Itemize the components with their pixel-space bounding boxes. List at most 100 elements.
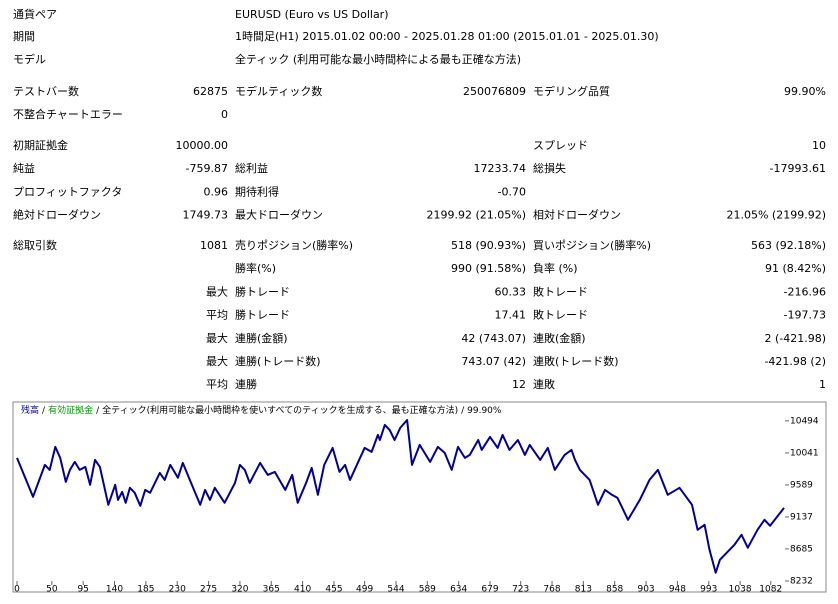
x-tick-label: 365 <box>263 585 280 595</box>
stat-label: 買いポジション(勝率%) <box>533 238 651 252</box>
stat-label: 売りポジション(勝率%) <box>235 238 353 252</box>
stat-value: -216.96 <box>784 285 826 298</box>
x-tick-label: 768 <box>543 585 560 595</box>
stat-label: 勝率(%) <box>235 261 276 275</box>
stat-label: 初期証拠金 <box>13 138 68 152</box>
stat-value: 平均 <box>206 309 228 322</box>
x-tick-label: 1082 <box>759 585 782 595</box>
stat-label: モデリング品質 <box>533 84 610 98</box>
field-label: 通貨ペア <box>13 7 57 21</box>
legend-separator: / <box>96 406 100 416</box>
stat-label: 総取引数 <box>13 238 57 252</box>
stat-value: 2199.92 (21.05%) <box>426 209 526 222</box>
x-tick-label: 410 <box>294 585 311 595</box>
stat-value: 250076809 <box>463 85 526 98</box>
x-tick-label: 230 <box>169 585 186 595</box>
y-tick-label: 8685 <box>790 544 813 554</box>
stat-value: 最大 <box>206 284 228 298</box>
stat-value: 42 (743.07) <box>461 332 526 345</box>
x-tick-label: 140 <box>106 585 123 595</box>
stat-value: 17.41 <box>495 309 527 322</box>
stat-value: -0.70 <box>498 185 526 198</box>
stat-label: 連敗 <box>533 377 555 391</box>
y-tick-label: 9137 <box>790 512 813 522</box>
x-tick-label: 95 <box>77 585 88 595</box>
stat-value: 12 <box>512 378 526 391</box>
stat-label: 連勝(金額) <box>235 331 288 345</box>
stat-label: 連勝 <box>235 377 257 391</box>
stat-label: 相対ドローダウン <box>533 208 621 222</box>
x-tick-label: 544 <box>387 585 404 595</box>
field-value: EURUSD (Euro vs US Dollar) <box>235 8 389 21</box>
stat-value: 21.05% (2199.92) <box>726 209 826 222</box>
chart-legend: 残高 / 有効証拠金 / 全ティック(利用可能な最小時間枠を使いすべてのティックを生成す… <box>21 404 502 416</box>
x-tick-label: 679 <box>481 585 498 595</box>
stat-label: 最大ドローダウン <box>235 208 323 222</box>
stat-label: 敗トレード <box>533 284 588 298</box>
stat-label: プロフィットファクタ <box>13 185 122 198</box>
stat-value: 10 <box>812 139 826 152</box>
stat-value: 563 (92.18%) <box>751 239 826 252</box>
stat-label: 連勝(トレード数) <box>235 354 321 368</box>
stat-label: 勝トレード <box>235 308 290 322</box>
stat-value: 91 (8.42%) <box>765 262 826 275</box>
stat-label: 総利益 <box>235 161 268 175</box>
field-label: 期間 <box>13 30 35 43</box>
x-tick-label: 723 <box>512 585 529 595</box>
x-tick-label: 320 <box>231 585 248 595</box>
stat-label: 不整合チャートエラー <box>13 107 123 121</box>
stat-value: 1 <box>819 378 826 391</box>
x-tick-label: 185 <box>137 585 154 595</box>
stat-value: 0 <box>221 108 228 121</box>
y-tick-label: 9589 <box>790 480 813 490</box>
x-tick-label: 948 <box>669 585 686 595</box>
legend-separator: / <box>461 406 465 416</box>
stat-label: 期待利得 <box>235 184 279 198</box>
stat-value: -421.98 (2) <box>764 355 826 368</box>
stat-value: 990 (91.58%) <box>451 262 526 275</box>
stat-value: 10000.00 <box>176 139 229 152</box>
x-tick-label: 50 <box>46 585 58 595</box>
stat-value: 1749.73 <box>183 209 229 222</box>
stat-label: 敗トレード <box>533 308 588 322</box>
legend-quality: 99.90% <box>467 406 502 416</box>
x-tick-label: 813 <box>575 585 592 595</box>
x-tick-label: 0 <box>14 585 20 595</box>
stat-value: 99.90% <box>784 85 826 98</box>
x-tick-label: 275 <box>200 585 217 595</box>
x-tick-label: 903 <box>637 585 654 595</box>
field-label: モデル <box>13 52 46 66</box>
stat-label: 純益 <box>13 161 35 175</box>
field-value: 1時間足(H1) 2015.01.02 00:00 - 2025.01.28 0… <box>235 30 659 43</box>
stat-value: 最大 <box>206 331 228 345</box>
stat-value: 743.07 (42) <box>461 355 526 368</box>
stat-value: 17233.74 <box>474 162 527 175</box>
stat-value: 2 (-421.98) <box>764 332 826 345</box>
legend-model: 全ティック(利用可能な最小時間枠を使いすべてのティックを生成する、最も正確な方法… <box>102 404 458 416</box>
x-tick-label: 455 <box>325 585 342 595</box>
chart-frame <box>12 401 827 593</box>
stat-label: スプレッド <box>533 139 588 152</box>
stat-value: 1081 <box>200 239 228 252</box>
x-tick-label: 499 <box>356 585 373 595</box>
stat-value: -17993.61 <box>770 162 826 175</box>
field-value: 全ティック (利用可能な最小時間枠による最も正確な方法) <box>235 52 521 66</box>
stat-value: -759.87 <box>186 162 228 175</box>
x-tick-label: 993 <box>700 585 717 595</box>
x-tick-label: 634 <box>450 585 467 595</box>
stat-label: テストバー数 <box>13 85 79 98</box>
stat-value: 518 (90.93%) <box>451 239 526 252</box>
stat-value: 平均 <box>206 378 228 391</box>
stat-label: 負率 (%) <box>533 261 578 275</box>
balance-line <box>16 419 785 574</box>
stat-value: 60.33 <box>495 285 527 298</box>
stat-label: 勝トレード <box>235 284 290 298</box>
stat-value: 最大 <box>206 354 228 368</box>
x-tick-label: 589 <box>419 585 436 595</box>
stat-label: 連敗(金額) <box>533 331 586 345</box>
x-tick-label: 1038 <box>729 585 752 595</box>
stat-label: 絶対ドローダウン <box>13 208 101 222</box>
legend-separator: / <box>42 406 46 416</box>
